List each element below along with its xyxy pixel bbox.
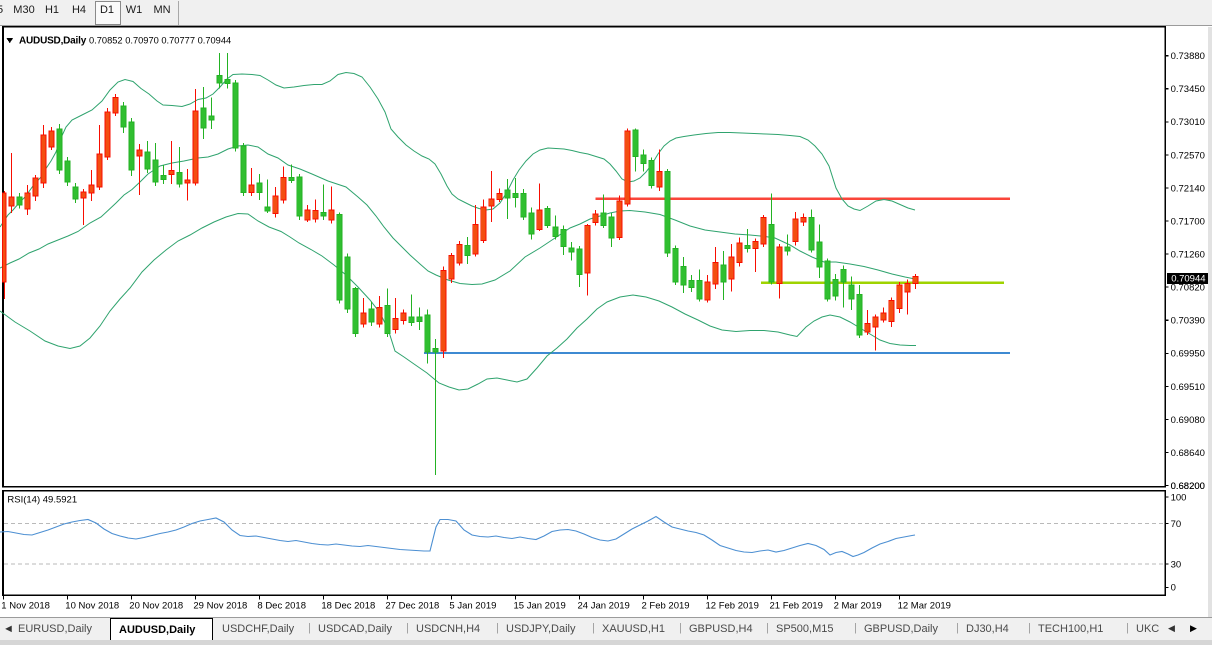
svg-text:0.71260: 0.71260	[1171, 250, 1205, 261]
svg-text:0.68200: 0.68200	[1171, 481, 1205, 492]
svg-text:0.70390: 0.70390	[1171, 316, 1205, 327]
svg-text:12 Feb 2019: 12 Feb 2019	[706, 601, 759, 612]
svg-text:0.69950: 0.69950	[1171, 349, 1205, 360]
svg-text:20 Nov 2018: 20 Nov 2018	[129, 601, 183, 612]
svg-text:0.69510: 0.69510	[1171, 382, 1205, 393]
svg-text:0.70852 0.70970 0.70777 0.7094: 0.70852 0.70970 0.70777 0.70944	[89, 35, 231, 45]
svg-text:27 Dec 2018: 27 Dec 2018	[385, 601, 439, 612]
svg-text:0.72570: 0.72570	[1171, 150, 1205, 161]
svg-text:5 Jan 2019: 5 Jan 2019	[449, 601, 496, 612]
svg-text:0.69080: 0.69080	[1171, 415, 1205, 426]
svg-text:2 Feb 2019: 2 Feb 2019	[642, 601, 690, 612]
svg-text:0.68640: 0.68640	[1171, 448, 1205, 459]
svg-text:30: 30	[1171, 559, 1182, 570]
svg-text:18 Dec 2018: 18 Dec 2018	[321, 601, 375, 612]
svg-text:0.73880: 0.73880	[1171, 51, 1205, 62]
svg-text:0.73450: 0.73450	[1171, 84, 1205, 95]
svg-text:0.71700: 0.71700	[1171, 217, 1205, 228]
svg-text:0.68200: 0.68200	[1171, 481, 1205, 492]
svg-text:0.70820: 0.70820	[1171, 283, 1205, 294]
svg-text:1 Nov 2018: 1 Nov 2018	[1, 601, 50, 612]
svg-text:100: 100	[1171, 492, 1187, 503]
svg-text:RSI(14) 49.5921: RSI(14) 49.5921	[7, 494, 77, 505]
svg-text:24 Jan 2019: 24 Jan 2019	[578, 601, 630, 612]
svg-text:15 Jan 2019: 15 Jan 2019	[514, 601, 566, 612]
svg-text:29 Nov 2018: 29 Nov 2018	[193, 601, 247, 612]
svg-text:70: 70	[1171, 519, 1182, 530]
svg-text:0.70944: 0.70944	[1171, 274, 1205, 285]
svg-text:10 Nov 2018: 10 Nov 2018	[65, 601, 119, 612]
svg-text:21 Feb 2019: 21 Feb 2019	[770, 601, 823, 612]
svg-text:AUDUSD,Daily: AUDUSD,Daily	[19, 35, 87, 46]
svg-text:12 Mar 2019: 12 Mar 2019	[898, 601, 951, 612]
svg-text:0.73010: 0.73010	[1171, 117, 1205, 128]
svg-text:8 Dec 2018: 8 Dec 2018	[257, 601, 306, 612]
svg-text:2 Mar 2019: 2 Mar 2019	[834, 601, 882, 612]
svg-text:0.72140: 0.72140	[1171, 183, 1205, 194]
svg-text:0: 0	[1171, 583, 1176, 594]
